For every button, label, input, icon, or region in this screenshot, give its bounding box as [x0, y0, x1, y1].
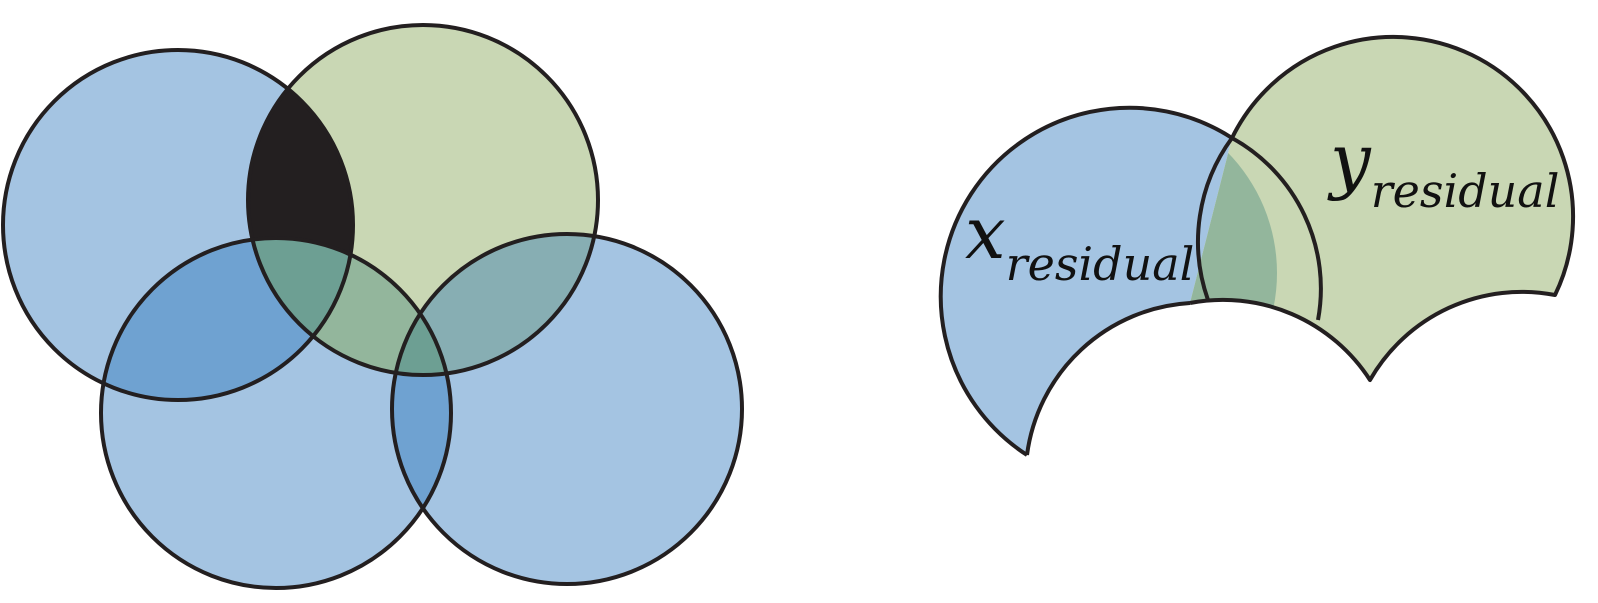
x-residual-label: xresidual [965, 191, 1194, 291]
overlap-top-left-bottom-left [101, 238, 353, 400]
circle-top-left-outline [1, 48, 355, 402]
y-subscript: residual [1371, 164, 1560, 218]
circle-bottom-left-outline [99, 236, 453, 590]
x-residual-outline [938, 105, 1234, 457]
y-symbol: y [1327, 118, 1372, 202]
x-symbol: x [965, 191, 1006, 275]
four-circle-venn [1, 23, 744, 590]
overlap-right-edge-outline [1231, 136, 1323, 321]
y-residual-label: yresidual [1327, 118, 1559, 218]
y-residual-shape [1190, 36, 1574, 380]
x-residual-shape [940, 107, 1232, 455]
overlap-left-edge-outline [1196, 136, 1234, 301]
x-subscript: residual [1006, 237, 1195, 291]
overlap-bottom-right-top-right [392, 234, 598, 375]
residual-venn: xresidual yresidual [938, 34, 1576, 457]
circle-top-right-outline [246, 23, 600, 377]
circle-bottom-right-outline [390, 232, 744, 586]
y-residual-outline [1189, 34, 1576, 382]
